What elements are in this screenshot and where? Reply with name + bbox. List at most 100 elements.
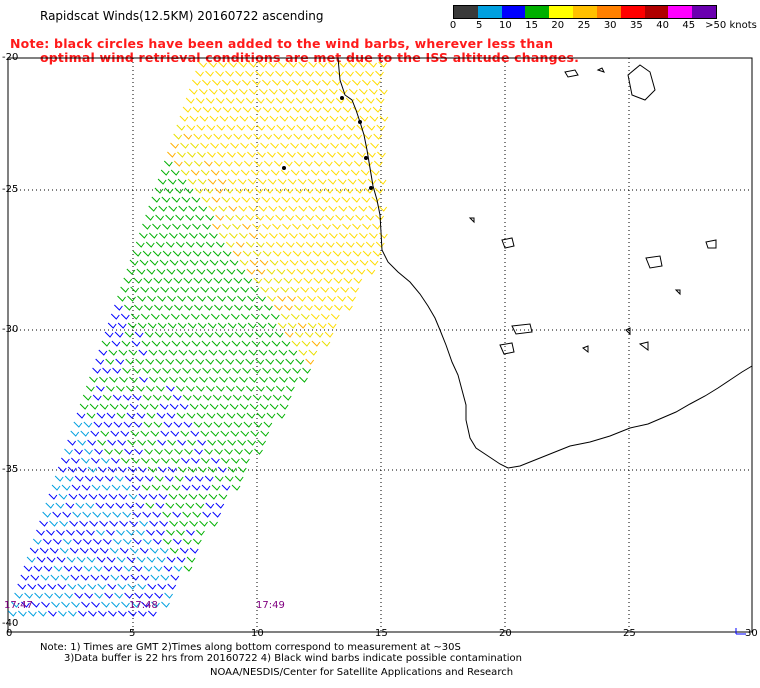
wind-barb (284, 331, 294, 338)
wind-barb (154, 331, 164, 338)
wind-barb (308, 349, 318, 356)
wind-barb (224, 304, 233, 311)
wind-barb (146, 556, 156, 563)
wind-barb (118, 349, 128, 356)
wind-barb (177, 151, 186, 158)
wind-barb (162, 223, 171, 230)
legend-label: >50 knots (705, 20, 757, 31)
wind-barb (101, 484, 111, 491)
wind-barb (187, 466, 197, 473)
wind-barb (162, 511, 172, 518)
wind-barb (228, 205, 238, 212)
wind-barb (130, 286, 140, 293)
wind-barb (185, 241, 195, 248)
wind-barb (368, 61, 378, 68)
wind-barb (292, 223, 301, 230)
wind-barb (350, 142, 359, 149)
wind-barb (309, 115, 319, 122)
wind-barb (237, 466, 247, 473)
wind-barb (128, 349, 138, 356)
wind-barb (229, 403, 239, 410)
wind-barb (286, 268, 296, 275)
wind-barb (124, 331, 134, 338)
wind-barb (121, 484, 131, 491)
wind-barb (241, 196, 251, 203)
wind-barb (197, 178, 207, 185)
wind-barb (140, 430, 150, 437)
wind-barb (72, 538, 82, 545)
wind-barb (299, 376, 308, 383)
wind-barb (214, 448, 223, 455)
wind-barb (127, 295, 136, 302)
wind-barb (37, 583, 47, 590)
wind-barb (207, 466, 217, 473)
wind-barb (168, 493, 178, 500)
wind-barb (224, 448, 233, 455)
wind-barb (266, 268, 276, 275)
wind-barb (232, 250, 242, 257)
wind-barb (185, 97, 195, 104)
wind-barb (308, 61, 318, 68)
wind-barb (152, 538, 162, 545)
wind-barb (317, 178, 327, 185)
wind-barb (302, 250, 312, 257)
wind-barb (359, 259, 369, 266)
wind-barb (240, 286, 250, 293)
wind-barb (209, 520, 218, 527)
wind-barb (259, 115, 269, 122)
wind-barb (293, 160, 303, 167)
wind-barb (202, 511, 212, 518)
wind-barb (125, 385, 135, 392)
wind-barb (308, 205, 318, 212)
wind-barb (180, 286, 190, 293)
wind-barb (224, 475, 234, 482)
lat-label-20: -20 (2, 52, 19, 63)
wind-barb (202, 250, 212, 257)
wind-barb (366, 268, 376, 275)
wind-barb (285, 70, 294, 77)
wind-barb (139, 376, 148, 383)
wind-barb (73, 421, 83, 428)
wind-barb (114, 475, 124, 482)
wind-barb (310, 142, 319, 149)
wind-barb (107, 322, 117, 329)
legend-swatch (596, 6, 621, 18)
wind-barb (114, 304, 123, 311)
wind-barb (268, 349, 278, 356)
wind-barb (119, 376, 128, 383)
wind-barb (148, 493, 158, 500)
wind-barb (327, 295, 336, 302)
wind-barb (190, 313, 200, 320)
wind-barb (106, 556, 116, 563)
wind-barb (261, 196, 271, 203)
wind-barb (216, 412, 226, 419)
wind-barb (278, 232, 288, 239)
wind-barb (222, 367, 231, 374)
wind-barb (76, 529, 85, 536)
wind-barb (37, 610, 47, 617)
wind-barb (210, 169, 220, 176)
wind-barb (327, 178, 337, 185)
wind-barb (165, 502, 175, 509)
wind-barb (274, 331, 284, 338)
wind-barb (231, 457, 240, 464)
wind-barb (164, 331, 174, 338)
wind-barb (186, 556, 196, 563)
wind-barb (369, 259, 379, 266)
wind-barb (136, 268, 146, 275)
wind-barb (249, 403, 259, 410)
wind-barb (124, 304, 133, 311)
wind-barb (185, 502, 195, 509)
wind-barb (167, 439, 177, 446)
wind-barb (205, 241, 215, 248)
wind-barb (326, 124, 336, 131)
wind-barb (252, 106, 262, 113)
wind-barb (198, 205, 208, 212)
wind-barb (96, 412, 106, 419)
wind-barb (167, 466, 177, 473)
wind-barb (79, 520, 88, 527)
wind-barb (201, 484, 211, 491)
wind-barb (52, 511, 62, 518)
wind-barb (291, 196, 301, 203)
wind-barb (232, 106, 242, 113)
